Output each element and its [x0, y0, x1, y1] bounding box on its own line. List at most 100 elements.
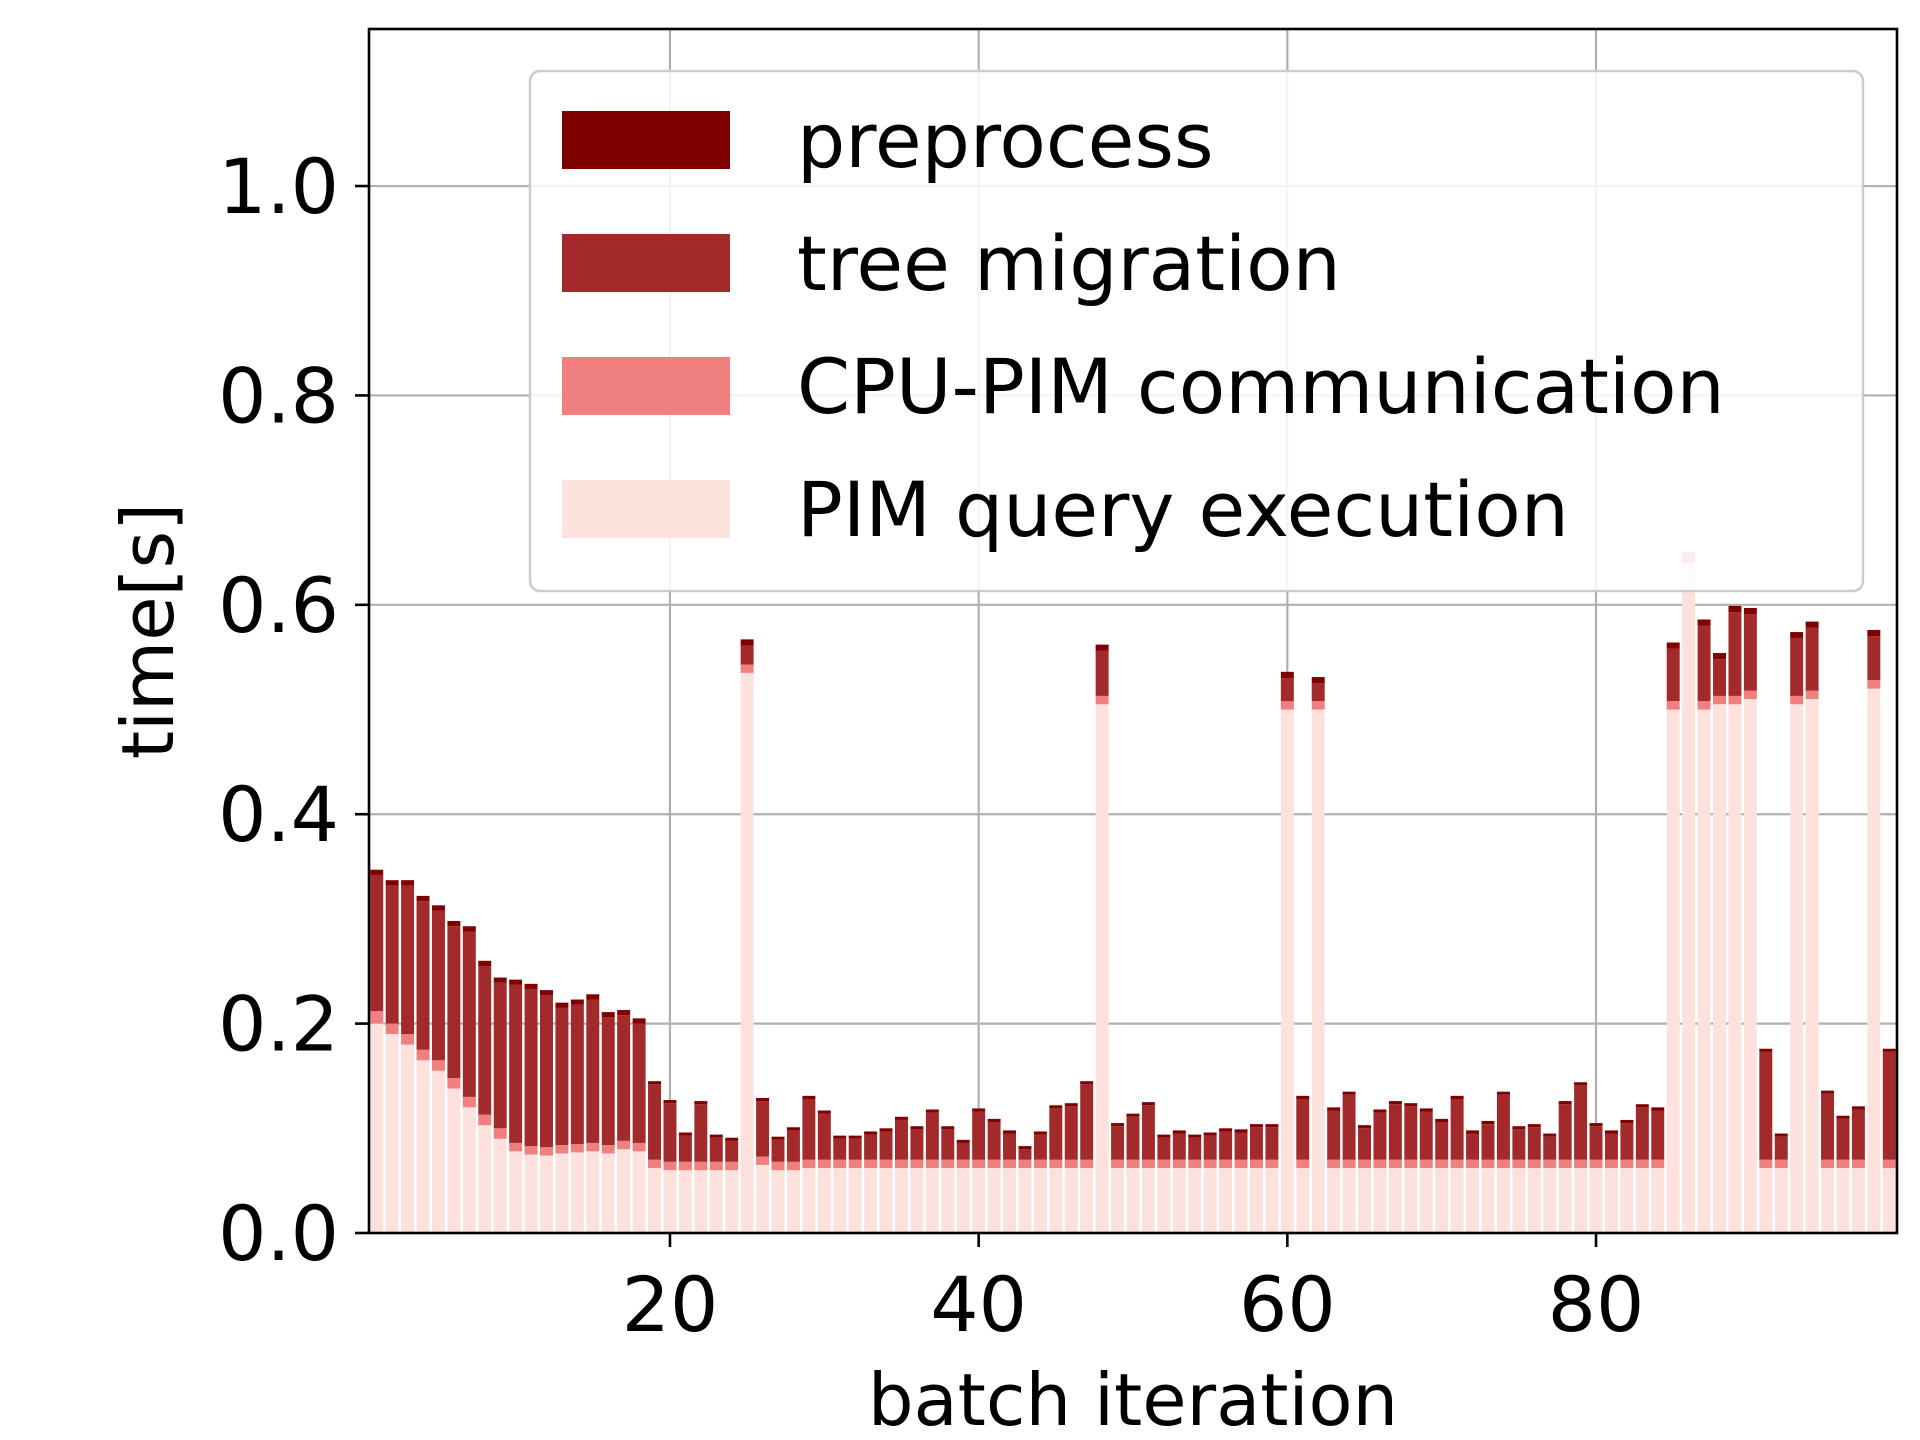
bar-segment-preprocess	[1481, 1120, 1495, 1125]
bar-segment-pim-query-execution	[1249, 1168, 1263, 1233]
bar-segment-tree-migration	[1280, 678, 1294, 702]
bar-segment-cpu-pim-communication	[1790, 695, 1804, 705]
legend-entry: CPU-PIM communication	[562, 342, 1725, 431]
bar-stack	[1574, 1082, 1588, 1233]
bar-stack	[555, 1002, 569, 1233]
bar-segment-cpu-pim-communication	[1620, 1159, 1634, 1169]
bar-segment-preprocess	[1836, 1115, 1850, 1119]
bar-segment-pim-query-execution	[1280, 709, 1294, 1233]
bar-segment-tree-migration	[478, 966, 492, 1115]
bar-segment-pim-query-execution	[1296, 1168, 1310, 1233]
bar-stack	[725, 1137, 739, 1233]
legend-entries: preprocess tree migration CPU-PIM communic…	[562, 96, 1725, 554]
bar-segment-cpu-pim-communication	[648, 1159, 662, 1169]
bar-segment-pim-query-execution	[802, 1168, 816, 1233]
axis-ticks: 20 40 60 80 0.0 0.2 0.4 0.6 0.8 1.0	[218, 142, 1644, 1349]
bar-stack	[1049, 1105, 1063, 1233]
bar-segment-tree-migration	[1882, 1051, 1896, 1160]
bar-stack	[1311, 677, 1325, 1233]
bar-segment-tree-migration	[956, 1142, 970, 1160]
bar-segment-cpu-pim-communication	[1651, 1159, 1665, 1169]
bar-segment-preprocess	[1373, 1109, 1387, 1113]
bar-segment-preprocess	[756, 1097, 770, 1102]
bar-segment-preprocess	[632, 1018, 646, 1024]
bar-segment-tree-migration	[740, 645, 754, 665]
bar-segment-preprocess	[1080, 1081, 1094, 1085]
bar-segment-pim-query-execution	[385, 1034, 399, 1233]
bar-segment-preprocess	[509, 979, 523, 985]
bar-segment-preprocess	[1141, 1102, 1155, 1106]
bar-segment-tree-migration	[1157, 1137, 1171, 1160]
bar-segment-preprocess	[895, 1116, 908, 1120]
bar-stack	[1682, 552, 1696, 1233]
bar-segment-tree-migration	[601, 1017, 615, 1146]
bar-segment-cpu-pim-communication	[1574, 1159, 1588, 1169]
bar-segment-tree-migration	[1126, 1116, 1140, 1160]
bar-segment-tree-migration	[632, 1023, 646, 1143]
bar-segment-tree-migration	[1759, 1051, 1773, 1160]
bar-segment-pim-query-execution	[1265, 1168, 1279, 1233]
bar-segment-cpu-pim-communication	[1249, 1159, 1263, 1169]
bar-segment-pim-query-execution	[786, 1170, 800, 1233]
bar-stack	[1003, 1130, 1017, 1233]
bar-segment-cpu-pim-communication	[709, 1161, 723, 1171]
bar-segment-preprocess	[1342, 1091, 1356, 1095]
plot-frame	[367, 27, 1899, 1235]
bar-segment-preprocess	[1805, 621, 1819, 628]
bar-segment-preprocess	[725, 1137, 739, 1141]
bar-stack	[694, 1101, 708, 1233]
bar-segment-pim-query-execution	[478, 1125, 492, 1233]
bar-segment-tree-migration	[1543, 1136, 1557, 1160]
bar-segment-preprocess	[1172, 1130, 1186, 1134]
bar-segment-preprocess	[987, 1118, 1001, 1123]
bar-segment-tree-migration	[1219, 1131, 1233, 1160]
bar-segment-tree-migration	[1743, 614, 1757, 691]
bar-segment-preprocess	[1790, 632, 1804, 639]
bar-segment-cpu-pim-communication	[879, 1159, 893, 1169]
legend-swatch	[562, 480, 730, 538]
bar-stack	[1666, 642, 1680, 1233]
bar-segment-pim-query-execution	[725, 1170, 739, 1233]
bar-segment-preprocess	[431, 905, 445, 911]
bar-segment-pim-query-execution	[570, 1152, 584, 1233]
bar-segment-preprocess	[1851, 1106, 1865, 1110]
bar-segment-cpu-pim-communication	[910, 1159, 924, 1169]
bar-segment-cpu-pim-communication	[447, 1078, 461, 1089]
bar-stack	[1558, 1101, 1572, 1233]
bar-segment-preprocess	[1666, 642, 1680, 649]
bar-segment-cpu-pim-communication	[632, 1142, 646, 1152]
bar-segment-pim-query-execution	[678, 1170, 692, 1233]
bar-segment-cpu-pim-communication	[678, 1161, 692, 1171]
bar-segment-pim-query-execution	[1080, 1168, 1094, 1233]
bar-segment-tree-migration	[1790, 638, 1804, 696]
bar-segment-cpu-pim-communication	[786, 1161, 800, 1171]
bar-stack	[509, 979, 523, 1233]
bar-segment-pim-query-execution	[1481, 1168, 1495, 1233]
bar-stack	[1635, 1104, 1649, 1233]
bar-segment-pim-query-execution	[1388, 1168, 1402, 1233]
bar-segment-cpu-pim-communication	[1018, 1159, 1032, 1169]
bar-segment-cpu-pim-communication	[1774, 1159, 1788, 1169]
bar-stack	[879, 1128, 893, 1233]
bar-segment-tree-migration	[1003, 1133, 1017, 1160]
bar-segment-pim-query-execution	[493, 1138, 507, 1233]
bar-segment-tree-migration	[1805, 627, 1819, 691]
bar-stack	[1111, 1123, 1125, 1233]
bar-segment-tree-migration	[1635, 1107, 1649, 1160]
x-tick-label: 80	[1548, 1260, 1645, 1349]
bar-stack	[1358, 1125, 1371, 1233]
bar-segment-tree-migration	[833, 1138, 847, 1160]
bar-stack	[817, 1110, 831, 1233]
bar-stack	[447, 921, 461, 1233]
bar-segment-pim-query-execution	[1543, 1168, 1557, 1233]
bar-segment-pim-query-execution	[1311, 709, 1325, 1233]
bar-stack	[478, 960, 492, 1233]
bar-stack	[709, 1134, 723, 1233]
bar-segment-tree-migration	[1713, 659, 1726, 696]
bar-segment-cpu-pim-communication	[1172, 1159, 1186, 1169]
bar-segment-tree-migration	[370, 874, 384, 1012]
bar-segment-preprocess	[1574, 1082, 1588, 1086]
bar-stack	[431, 905, 445, 1233]
bar-stack	[1172, 1130, 1186, 1233]
bar-stack	[1512, 1126, 1526, 1233]
